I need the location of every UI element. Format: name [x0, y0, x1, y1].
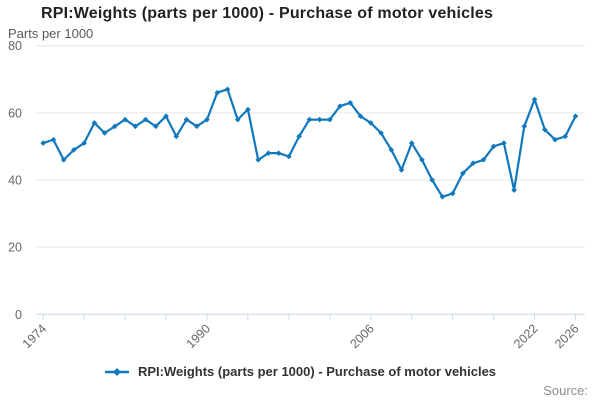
data-point[interactable]	[449, 190, 456, 197]
y-axis-tick-label: 80	[8, 39, 22, 53]
data-point[interactable]	[101, 130, 108, 136]
data-point[interactable]	[429, 177, 436, 183]
data-point[interactable]	[378, 130, 384, 136]
data-point[interactable]	[224, 86, 231, 93]
data-point[interactable]	[142, 116, 149, 123]
x-axis-tick-label: 2026	[552, 321, 582, 351]
data-point[interactable]	[193, 123, 200, 130]
y-axis-tick-label: 60	[8, 106, 22, 120]
data-point[interactable]	[286, 153, 292, 160]
data-point[interactable]	[347, 99, 354, 106]
data-point[interactable]	[460, 170, 466, 177]
data-point[interactable]	[398, 167, 405, 173]
data-point[interactable]	[112, 123, 118, 130]
data-point[interactable]	[71, 146, 77, 153]
data-point[interactable]	[480, 157, 487, 163]
data-point[interactable]	[511, 187, 517, 193]
data-point[interactable]	[275, 150, 282, 156]
data-point[interactable]	[214, 89, 221, 96]
data-point[interactable]	[419, 157, 425, 163]
data-point[interactable]	[562, 133, 569, 140]
legend-series-label: RPI:Weights (parts per 1000) - Purchase …	[137, 364, 497, 379]
data-point[interactable]	[327, 116, 333, 123]
data-point[interactable]	[367, 120, 374, 126]
data-point[interactable]	[40, 140, 46, 146]
y-axis-tick-label: 0	[15, 308, 22, 322]
data-point[interactable]	[173, 133, 180, 140]
data-point[interactable]	[153, 123, 159, 130]
data-point[interactable]	[296, 133, 302, 140]
y-axis-title: Parts per 1000	[8, 26, 94, 41]
data-point[interactable]	[337, 103, 343, 109]
data-point[interactable]	[255, 157, 261, 163]
data-point[interactable]	[531, 96, 538, 103]
data-point[interactable]	[204, 116, 210, 123]
data-point[interactable]	[552, 136, 558, 143]
data-point[interactable]	[501, 140, 507, 146]
data-point[interactable]	[306, 116, 313, 123]
data-point[interactable]	[316, 116, 323, 123]
x-axis-tick-label: 2022	[511, 321, 541, 351]
data-point[interactable]	[542, 126, 548, 133]
series-line[interactable]	[42, 88, 577, 198]
source-label: Source:	[543, 383, 588, 398]
data-point[interactable]	[490, 143, 497, 150]
data-point[interactable]	[50, 136, 57, 143]
data-point[interactable]	[245, 106, 251, 113]
data-point[interactable]	[357, 113, 364, 120]
data-point[interactable]	[388, 146, 395, 153]
data-point[interactable]	[122, 116, 128, 123]
data-point[interactable]	[521, 123, 528, 130]
data-point[interactable]	[81, 140, 87, 146]
data-point[interactable]	[265, 150, 272, 156]
data-point[interactable]	[408, 140, 415, 146]
x-axis-tick-label: 2006	[347, 321, 377, 351]
data-point[interactable]	[91, 120, 98, 126]
y-axis-tick-label: 20	[8, 241, 22, 255]
data-point[interactable]	[470, 160, 476, 167]
data-point[interactable]	[132, 123, 139, 130]
data-point[interactable]	[183, 116, 190, 123]
chart-title: RPI:Weights (parts per 1000) - Purchase …	[41, 5, 494, 22]
x-axis-tick-label: 1990	[184, 321, 214, 351]
x-axis-tick-label: 1974	[20, 321, 50, 351]
data-point[interactable]	[572, 113, 579, 120]
data-point[interactable]	[163, 113, 169, 120]
legend-line-marker-icon	[104, 367, 129, 376]
data-point[interactable]	[439, 193, 446, 200]
data-point[interactable]	[60, 157, 67, 163]
data-point[interactable]	[234, 116, 241, 123]
y-axis-tick-label: 40	[8, 174, 22, 188]
legend[interactable]: RPI:Weights (parts per 1000) - Purchase …	[0, 364, 600, 379]
